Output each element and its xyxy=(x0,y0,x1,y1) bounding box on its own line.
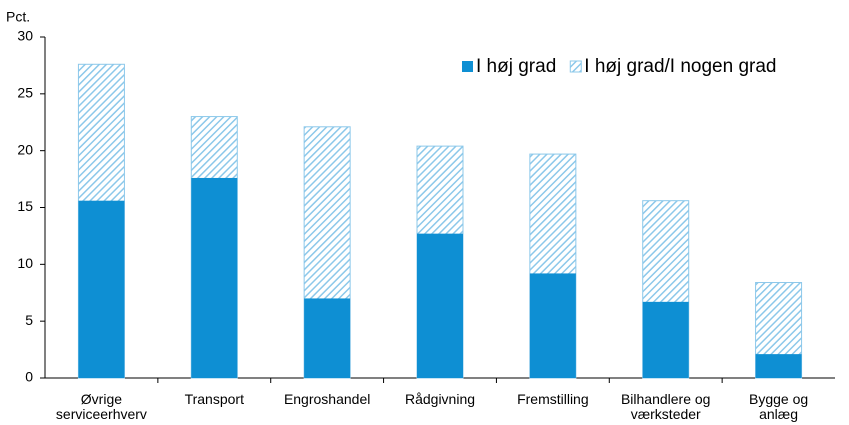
legend-label: I høj grad/I nogen grad xyxy=(584,56,776,77)
x-tick-label: Transport xyxy=(185,391,245,407)
bar xyxy=(191,177,238,378)
y-tick-label: 10 xyxy=(17,255,33,271)
y-tick-label: 30 xyxy=(17,28,33,44)
y-tick-label: 20 xyxy=(17,141,33,157)
x-tick-label-line: Øvrige xyxy=(81,391,122,407)
x-tick-label: Engroshandel xyxy=(284,391,370,407)
legend-swatch xyxy=(462,61,473,72)
legend-label: I høj grad xyxy=(476,56,556,77)
y-tick-label: 15 xyxy=(17,198,33,214)
x-tick-label: Bygge og anlæg xyxy=(749,391,808,422)
bar xyxy=(78,200,125,378)
y-tick-label: 25 xyxy=(17,85,33,101)
x-tick-label: Rådgivning xyxy=(405,391,475,407)
x-tick-label-line: Fremstilling xyxy=(517,391,589,407)
bar xyxy=(529,273,576,378)
x-tick-label-line: Rådgivning xyxy=(405,391,475,407)
x-tick-label-line: anlæg xyxy=(759,406,798,422)
x-tick-label-line: Transport xyxy=(185,391,245,407)
x-tick-label: Fremstilling xyxy=(517,391,589,407)
bar xyxy=(642,301,689,378)
x-tick-label-line: Bilhandlere og xyxy=(621,391,711,407)
x-tick-label-line: Engroshandel xyxy=(284,391,370,407)
bar xyxy=(755,354,802,378)
x-tick-label: Øvrige serviceerhverv xyxy=(56,391,147,422)
bar xyxy=(417,233,463,378)
x-tick-label-line: Bygge og xyxy=(749,391,808,407)
bar xyxy=(304,298,351,378)
y-axis-label: Pct. xyxy=(6,9,30,25)
x-tick-label: Bilhandlere og værksteder xyxy=(621,391,711,422)
x-tick-label-line: værksteder xyxy=(631,406,701,422)
y-tick-label: 5 xyxy=(25,312,33,328)
legend-swatch xyxy=(569,60,582,73)
y-tick-label: 0 xyxy=(25,369,33,385)
x-tick-label-line: serviceerhverv xyxy=(56,406,147,422)
